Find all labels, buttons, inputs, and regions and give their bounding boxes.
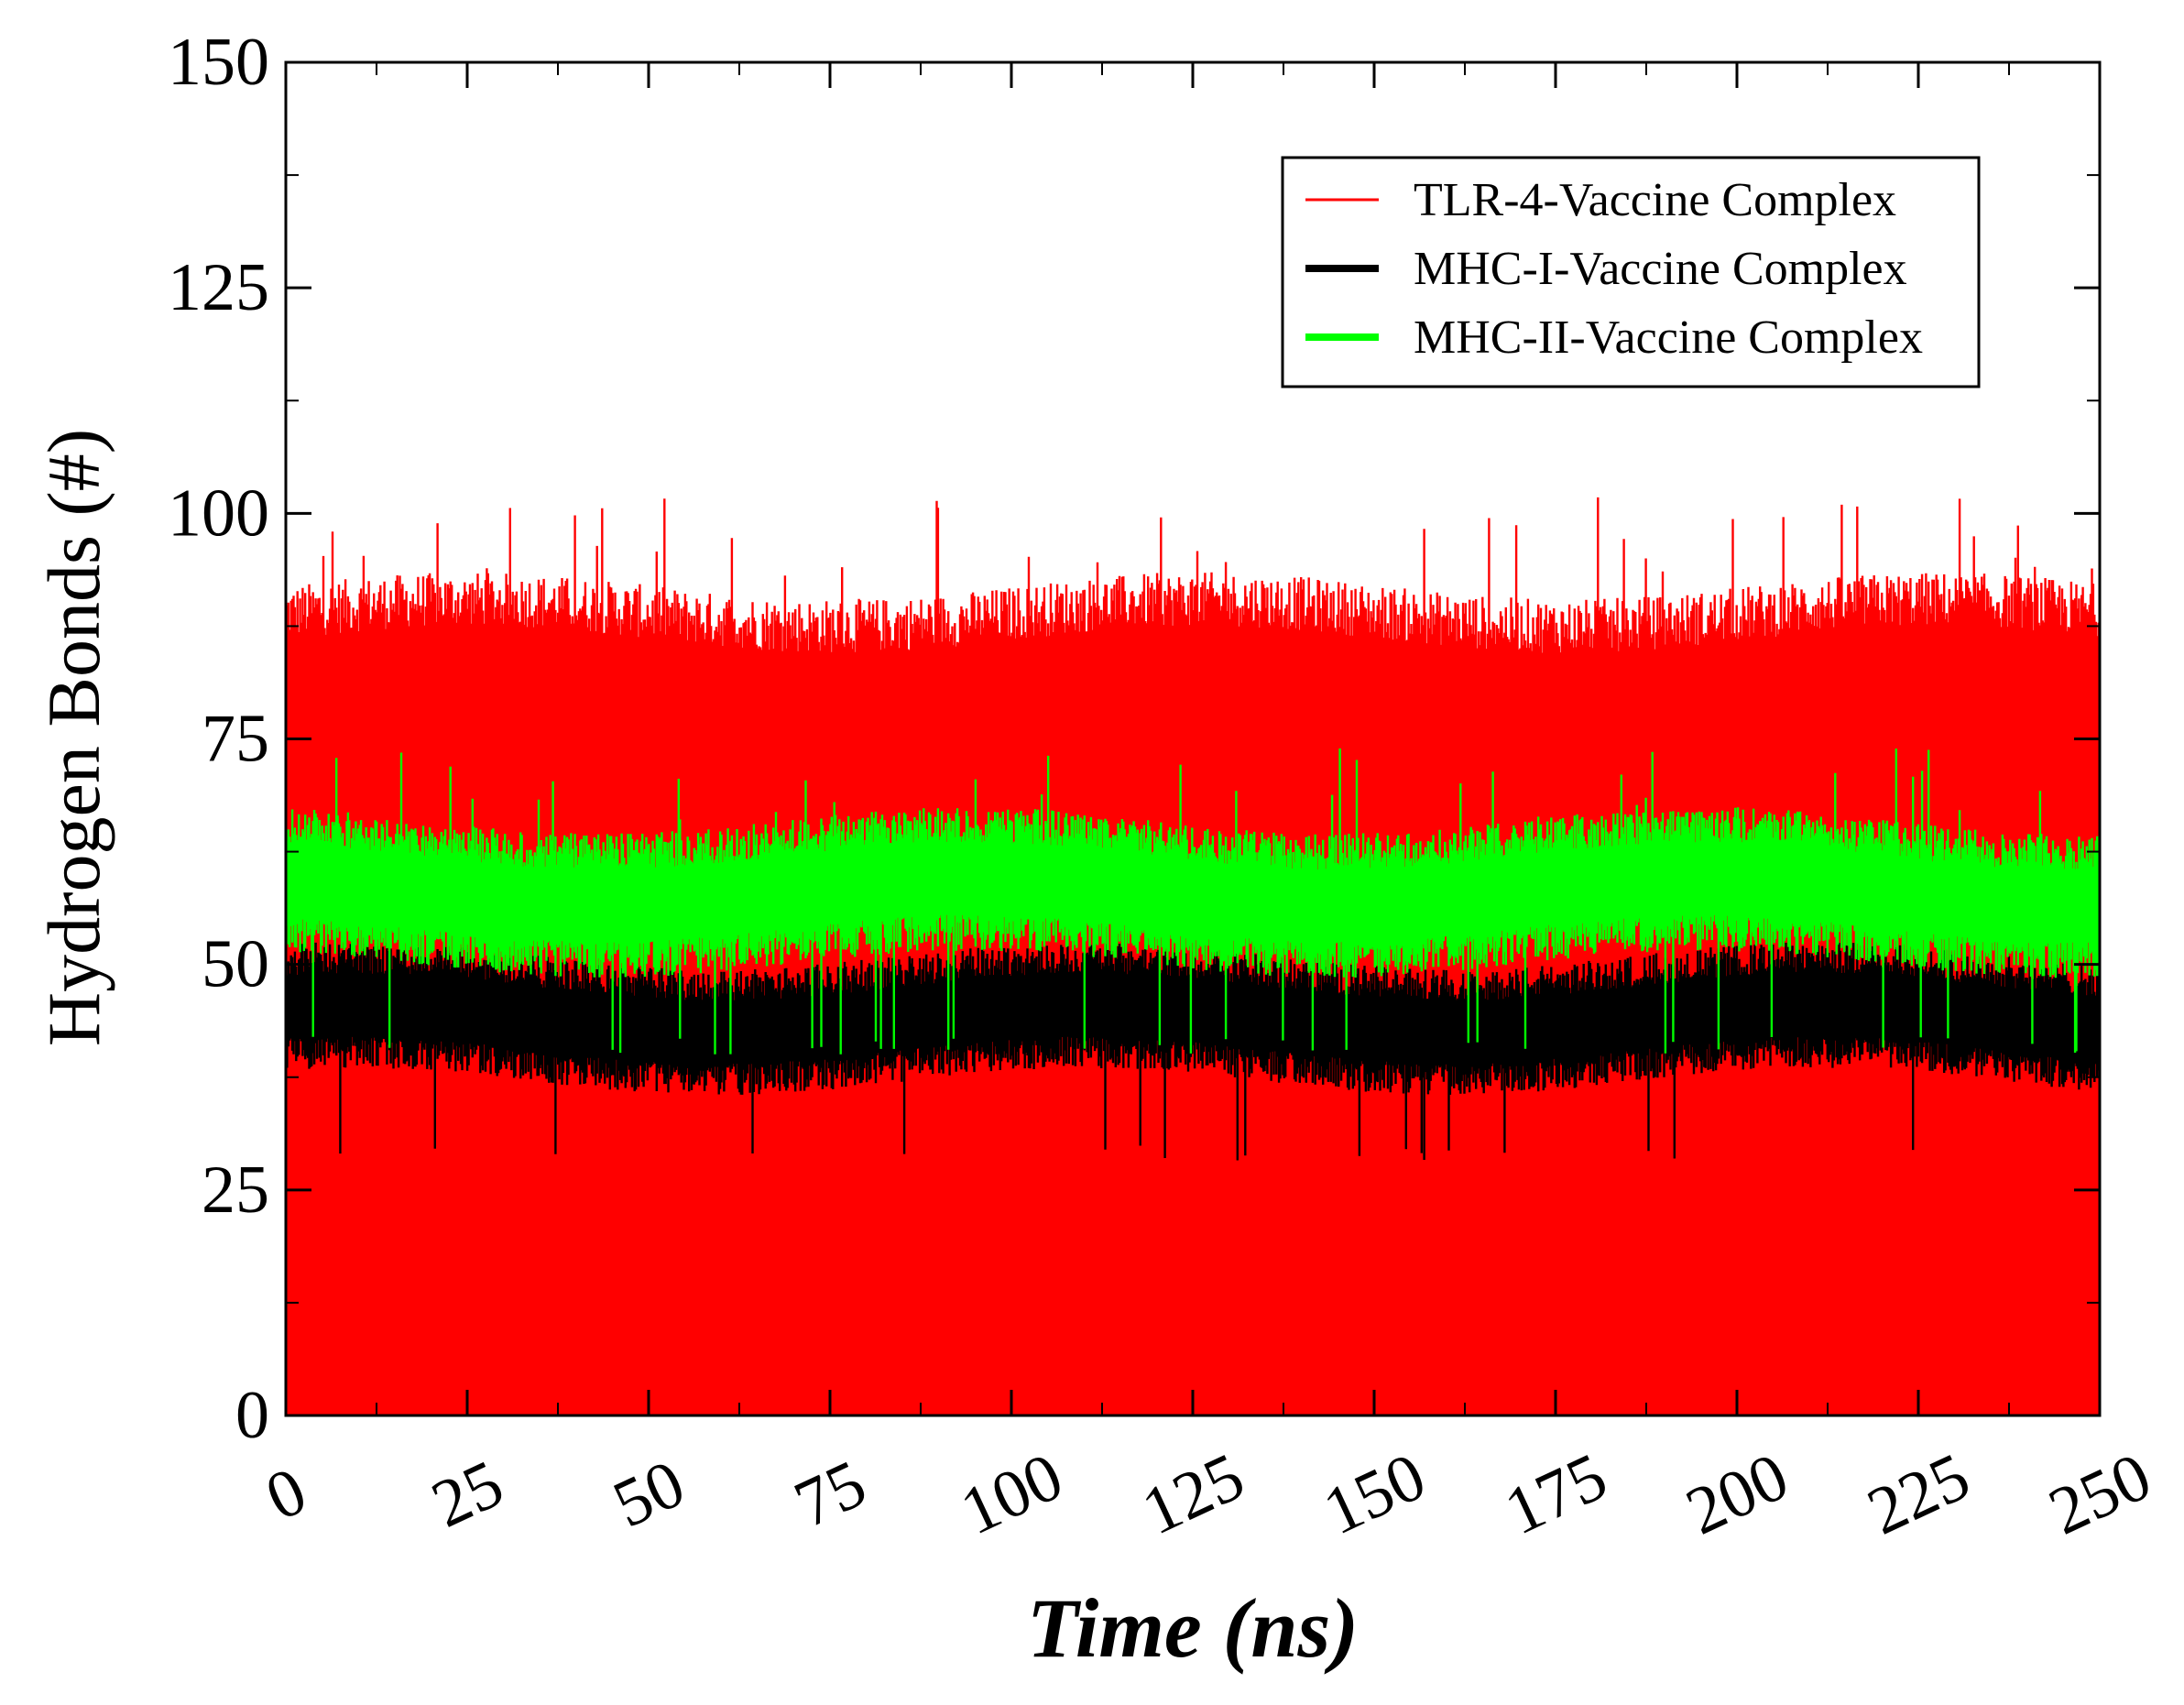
y-tick-label: 0	[235, 1378, 269, 1453]
y-tick-label: 100	[168, 475, 269, 551]
legend-label: TLR-4-Vaccine Complex	[1414, 174, 1896, 226]
series-3-line	[286, 748, 2100, 1055]
legend-label: MHC-II-Vaccine Complex	[1414, 311, 1923, 364]
y-tick-label: 75	[202, 702, 269, 777]
series-2-line	[286, 942, 2100, 1161]
y-tick-label: 50	[202, 927, 269, 1002]
y-tick-label: 25	[202, 1153, 269, 1228]
series-3	[286, 748, 2100, 1055]
legend: TLR-4-Vaccine Complex MHC-I-Vaccine Compl…	[1281, 156, 1981, 388]
x-axis-title: Time (ns)	[1027, 1581, 1359, 1675]
plot-area	[286, 497, 2100, 1415]
y-tick-label: 150	[168, 25, 269, 100]
y-tick-label: 125	[168, 250, 269, 325]
legend-label: MHC-I-Vaccine Complex	[1414, 243, 1907, 295]
y-axis-title: Hydrogen Bonds (#)	[32, 429, 115, 1046]
series-2	[286, 942, 2100, 1161]
legend-box	[1281, 156, 1981, 388]
